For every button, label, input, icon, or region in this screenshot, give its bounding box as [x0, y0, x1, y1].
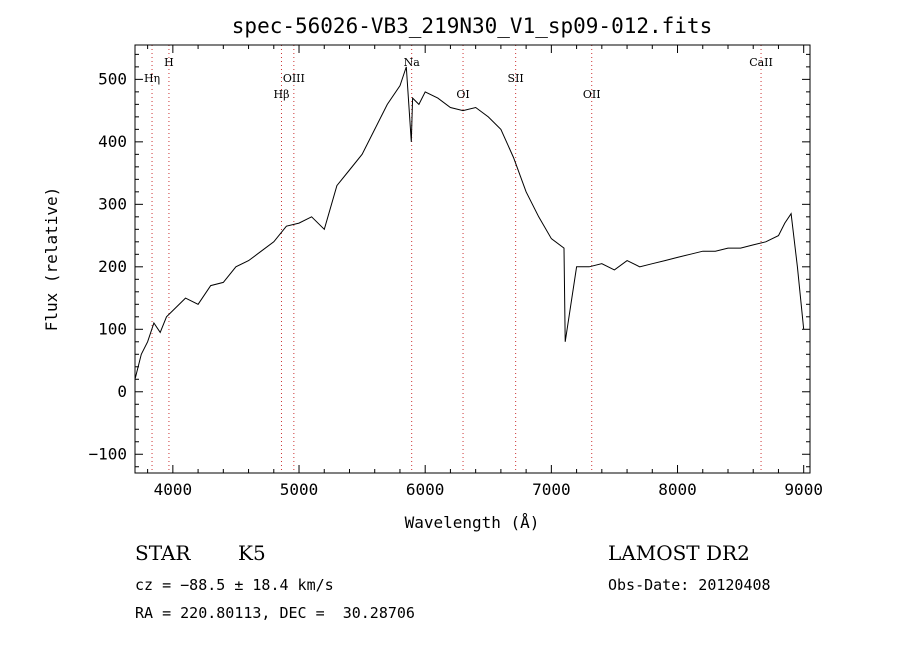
y-tick-label-6: 500	[98, 69, 127, 88]
x-tick-label-1: 5000	[280, 480, 319, 499]
spectrum-series-line	[134, 66, 805, 380]
object-subclass: K5	[238, 541, 266, 565]
x-tick-label-5: 9000	[784, 480, 823, 499]
spectral-line-label-2: Hβ	[274, 88, 290, 101]
spectral-line-label-0: Hη	[144, 72, 160, 85]
x-tick-label-0: 4000	[154, 480, 193, 499]
x-tick-label-3: 7000	[532, 480, 571, 499]
y-tick-label-2: 100	[98, 319, 127, 338]
ra-dec-coordinates: RA = 220.80113, DEC = 30.28706	[135, 604, 415, 622]
y-tick-label-1: 0	[117, 382, 127, 401]
y-tick-label-4: 300	[98, 194, 127, 213]
survey-name: LAMOST DR2	[608, 541, 750, 565]
redshift-velocity: cz = −88.5 ± 18.4 km/s	[135, 576, 334, 594]
plot-frame	[134, 44, 811, 474]
spectral-line-label-3: OIII	[283, 72, 305, 85]
spectral-line-label-1: H	[164, 56, 174, 69]
spectral-line-label-6: SII	[508, 72, 524, 85]
x-axis-label: Wavelength (Å)	[405, 513, 540, 532]
y-tick-label-3: 200	[98, 257, 127, 276]
y-tick-label-5: 400	[98, 132, 127, 151]
y-axis-label: Flux (relative)	[42, 187, 61, 332]
x-tick-label-4: 8000	[658, 480, 697, 499]
spectral-line-label-7: OII	[583, 88, 601, 101]
object-class: STAR	[135, 541, 191, 565]
observation-date: Obs-Date: 20120408	[608, 576, 771, 594]
spectral-line-label-8: CaII	[749, 56, 773, 69]
chart-title: spec-56026-VB3_219N30_V1_sp09-012.fits	[232, 14, 712, 38]
spectral-line-label-5: OI	[456, 88, 469, 101]
x-tick-label-2: 6000	[406, 480, 445, 499]
y-tick-label-0: −100	[88, 444, 127, 463]
spectral-line-label-4: Na	[404, 56, 421, 69]
